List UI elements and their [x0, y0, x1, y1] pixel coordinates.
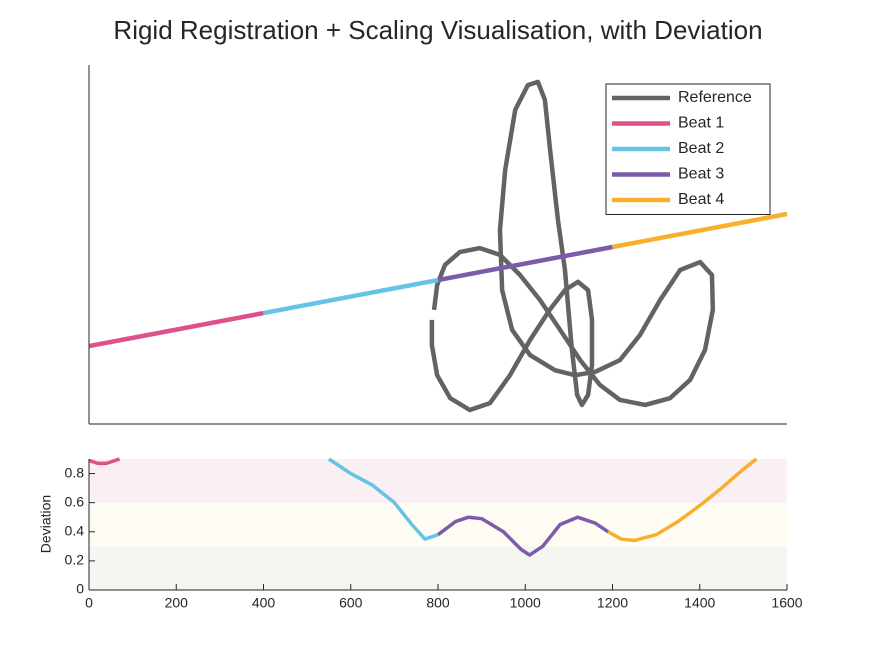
- series-line: [612, 211, 788, 250]
- y-tick-label: 0: [76, 581, 84, 597]
- series-line: [88, 310, 264, 349]
- threshold-band: [89, 546, 787, 590]
- legend-label: Beat 3: [678, 166, 724, 183]
- x-tick-label: 200: [165, 595, 189, 611]
- x-tick-label: 1200: [597, 595, 628, 611]
- x-tick-label: 1000: [510, 595, 541, 611]
- x-tick-label: 800: [426, 595, 450, 611]
- y-axis-label: Deviation: [38, 495, 54, 553]
- x-tick-label: 1600: [771, 595, 802, 611]
- series-line: [327, 457, 439, 541]
- series-line: [429, 79, 716, 413]
- legend-label: Reference: [678, 89, 752, 106]
- x-tick-label: 1400: [684, 595, 715, 611]
- series-line: [263, 277, 439, 316]
- series-line: [437, 244, 613, 283]
- x-tick-label: 400: [252, 595, 276, 611]
- x-tick-label: 0: [85, 595, 93, 611]
- series-line: [88, 457, 121, 466]
- threshold-band: [89, 459, 787, 503]
- y-tick-label: 0.4: [65, 522, 85, 538]
- chart-title: Rigid Registration + Scaling Visualisati…: [113, 15, 762, 45]
- series-line: [607, 457, 758, 543]
- x-tick-label: 600: [339, 595, 363, 611]
- y-tick-label: 0.6: [65, 493, 85, 509]
- series-line: [436, 515, 610, 557]
- legend-label: Beat 4: [678, 191, 724, 208]
- threshold-band: [89, 502, 787, 547]
- legend-label: Beat 1: [678, 115, 724, 132]
- y-tick-label: 0.8: [65, 464, 85, 480]
- legend-label: Beat 2: [678, 140, 724, 157]
- y-tick-label: 0.2: [65, 552, 85, 568]
